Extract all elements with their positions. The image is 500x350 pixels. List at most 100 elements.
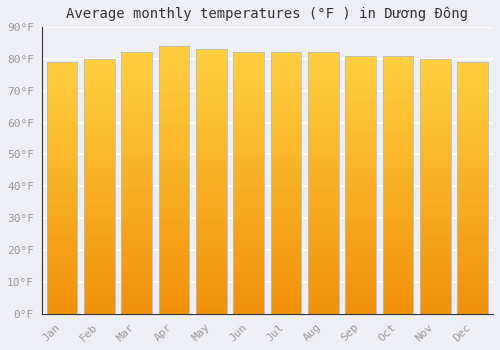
Bar [457, 247, 488, 248]
Bar [270, 166, 302, 167]
Bar [196, 63, 226, 65]
Bar [346, 171, 376, 173]
Bar [457, 156, 488, 158]
Bar [196, 160, 226, 162]
Bar [84, 219, 114, 220]
Bar [158, 214, 190, 216]
Bar [382, 125, 413, 126]
Bar [457, 198, 488, 200]
Bar [158, 216, 190, 217]
Bar [270, 209, 302, 211]
Bar [234, 272, 264, 274]
Bar [420, 258, 450, 260]
Bar [457, 97, 488, 99]
Bar [346, 187, 376, 188]
Bar [382, 168, 413, 169]
Bar [420, 273, 450, 275]
Bar [196, 273, 226, 275]
Bar [346, 178, 376, 180]
Bar [346, 56, 376, 57]
Bar [457, 188, 488, 190]
Bar [457, 274, 488, 275]
Bar [47, 250, 78, 252]
Bar [196, 171, 226, 173]
Bar [84, 174, 114, 176]
Bar [84, 280, 114, 282]
Bar [346, 83, 376, 85]
Bar [420, 67, 450, 69]
Bar [84, 188, 114, 190]
Bar [420, 260, 450, 261]
Bar [420, 268, 450, 270]
Bar [84, 232, 114, 234]
Bar [457, 126, 488, 127]
Bar [84, 290, 114, 292]
Bar [420, 76, 450, 77]
Bar [457, 122, 488, 124]
Bar [158, 226, 190, 228]
Bar [420, 147, 450, 149]
Bar [457, 129, 488, 131]
Bar [382, 209, 413, 211]
Bar [122, 206, 152, 208]
Bar [457, 232, 488, 233]
Bar [308, 208, 338, 209]
Bar [234, 96, 264, 98]
Bar [84, 231, 114, 232]
Bar [122, 222, 152, 223]
Bar [457, 208, 488, 210]
Bar [234, 181, 264, 183]
Bar [47, 77, 78, 79]
Bar [47, 158, 78, 159]
Bar [234, 129, 264, 131]
Bar [122, 267, 152, 269]
Bar [84, 59, 114, 61]
Bar [308, 59, 338, 61]
Bar [420, 173, 450, 174]
Bar [382, 164, 413, 166]
Bar [457, 309, 488, 311]
Bar [382, 274, 413, 276]
Bar [158, 219, 190, 221]
Bar [158, 78, 190, 80]
Bar [84, 86, 114, 88]
Bar [382, 123, 413, 125]
Bar [270, 84, 302, 85]
Bar [308, 136, 338, 138]
Bar [47, 133, 78, 134]
Bar [158, 251, 190, 253]
Bar [382, 237, 413, 238]
Bar [196, 130, 226, 132]
Bar [346, 128, 376, 130]
Bar [457, 90, 488, 92]
Bar [47, 184, 78, 186]
Bar [196, 224, 226, 226]
Bar [382, 190, 413, 192]
Bar [84, 171, 114, 173]
Bar [346, 264, 376, 266]
Bar [234, 134, 264, 136]
Bar [382, 230, 413, 231]
Bar [420, 227, 450, 229]
Bar [346, 304, 376, 306]
Bar [84, 198, 114, 200]
Bar [270, 78, 302, 80]
Bar [196, 208, 226, 210]
Bar [308, 232, 338, 234]
Bar [84, 77, 114, 79]
Bar [420, 152, 450, 154]
Bar [47, 180, 78, 181]
Bar [457, 215, 488, 217]
Bar [420, 159, 450, 161]
Bar [346, 133, 376, 135]
Bar [420, 299, 450, 300]
Bar [382, 57, 413, 59]
Bar [234, 255, 264, 257]
Bar [346, 112, 376, 114]
Bar [196, 240, 226, 242]
Bar [47, 238, 78, 240]
Bar [346, 100, 376, 102]
Bar [420, 278, 450, 280]
Bar [196, 138, 226, 139]
Bar [196, 83, 226, 84]
